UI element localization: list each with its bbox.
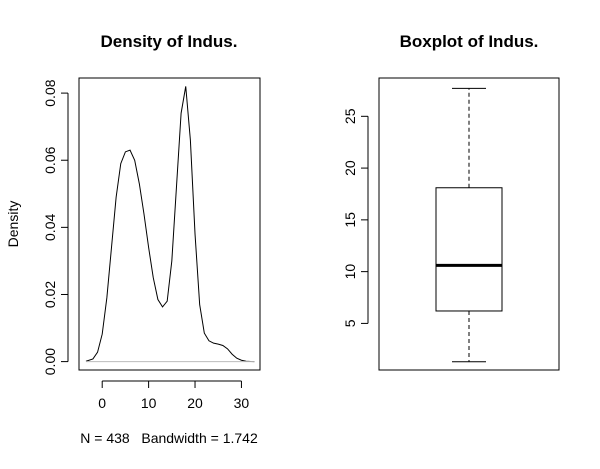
density-panel: Density of Indus. 0 10 20 30 0.000.020.040.…: [5, 32, 261, 446]
density-x-tick-label: 0: [98, 395, 106, 411]
density-x-tick-label: 20: [187, 395, 203, 411]
density-y-axis: 0.00 0.02 0.04 0.06 0.08: [42, 79, 69, 375]
density-x-tick-label: 30: [234, 395, 250, 411]
boxplot-y-tick-label: 20: [342, 160, 358, 176]
boxplot-y-axis: 5 10 15 20 25: [342, 108, 369, 327]
density-x-axis: 0 10 20 30: [85, 361, 255, 411]
boxplot-marks: [435, 87, 503, 363]
density-x-tick-label: 10: [141, 395, 157, 411]
boxplot-y-tick-label: 5: [342, 319, 358, 327]
boxplot-title: Boxplot of Indus.: [400, 32, 539, 51]
density-y-tick-label: 0.04: [42, 214, 58, 241]
boxplot-panel: Boxplot of Indus. 5 10 15 20 25: [342, 32, 560, 371]
density-plot-frame: [78, 77, 261, 371]
boxplot-y-tick-label: 25: [342, 108, 358, 124]
density-ylabel: Density: [5, 201, 21, 248]
density-xlabel: N = 438 Bandwidth = 1.742: [80, 430, 258, 446]
density-title: Density of Indus.: [101, 32, 238, 51]
boxplot-y-tick-label: 10: [342, 264, 358, 280]
boxplot-box: [435, 187, 503, 312]
density-y-tick-label: 0.08: [42, 79, 58, 106]
density-y-tick-label: 0.06: [42, 146, 58, 173]
density-y-tick-label: 0.00: [42, 348, 58, 375]
density-line: [85, 86, 255, 363]
boxplot-y-tick-label: 15: [342, 212, 358, 228]
density-y-tick-label: 0.02: [42, 281, 58, 308]
boxplot-plot-frame: [378, 77, 560, 371]
